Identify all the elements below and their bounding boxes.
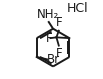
Text: HCl: HCl	[67, 2, 88, 15]
Text: F: F	[56, 47, 62, 60]
Text: F: F	[46, 32, 52, 45]
Text: Br: Br	[47, 53, 60, 66]
Text: F: F	[56, 17, 62, 29]
Text: NH₂: NH₂	[37, 8, 59, 21]
